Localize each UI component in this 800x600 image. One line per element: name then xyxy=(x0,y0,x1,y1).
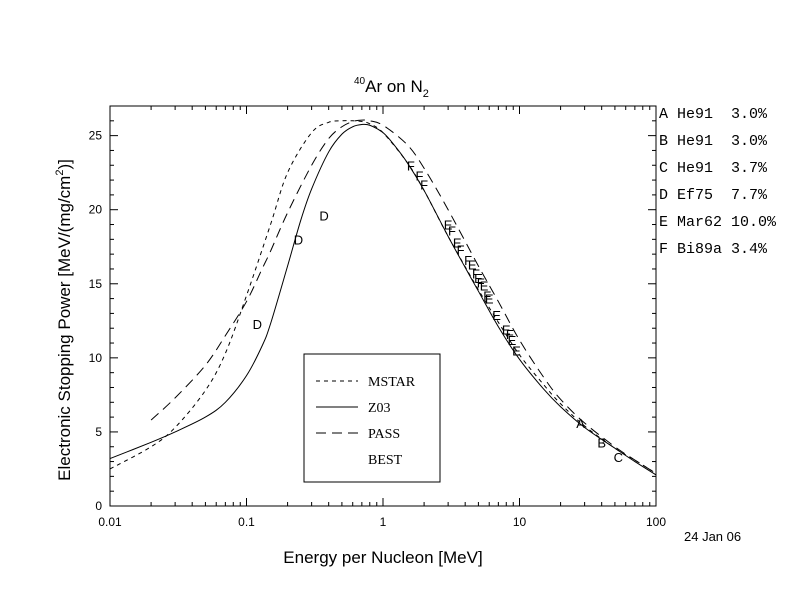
legend-box xyxy=(303,353,441,483)
data-point-f: F xyxy=(472,266,480,281)
y-axis-title: Electronic Stopping Power [MeV/(mg/cm2)] xyxy=(54,159,74,481)
source-item-e: E Mar62 10.0% xyxy=(659,214,777,231)
x-axis-title: Energy per Nucleon [MeV] xyxy=(283,548,482,567)
x-tick-label: 10 xyxy=(513,515,527,529)
y-tick-label: 10 xyxy=(89,351,103,365)
y-tick-label: 25 xyxy=(89,129,103,143)
data-point-e: E xyxy=(444,218,453,233)
data-point-e: E xyxy=(480,278,489,293)
data-point-e: E xyxy=(502,323,511,338)
series-line-z03 xyxy=(109,123,657,476)
legend: MSTAR Z03 PASS BEST xyxy=(303,353,441,483)
legend-label-mstar: MSTAR xyxy=(368,375,416,390)
data-point-e: E xyxy=(492,308,501,323)
y-axis-title-main: Electronic Stopping Power [MeV/(mg/cm xyxy=(55,176,74,481)
data-point-e: E xyxy=(474,271,483,286)
data-point-f: F xyxy=(457,243,465,258)
y-tick-label: 5 xyxy=(95,425,102,439)
data-point-f: F xyxy=(477,275,485,290)
data-point-a: A xyxy=(576,416,585,431)
data-point-f: F xyxy=(506,327,514,342)
data-point-e: E xyxy=(468,258,477,273)
x-tick-label: 0.01 xyxy=(98,515,122,529)
axes: 0.01 0.1 1 10 100 0 5 10 15 20 25 xyxy=(89,105,666,529)
date-stamp: 24 Jan 06 xyxy=(684,529,741,544)
series-line-pass xyxy=(150,119,657,474)
data-point-b: B xyxy=(597,435,606,450)
data-point-d: D xyxy=(253,317,262,332)
plot-area xyxy=(109,119,657,476)
source-list: A He91 3.0% B He91 3.0% C He91 3.7% D Ef… xyxy=(659,106,777,258)
data-point-f: F xyxy=(464,253,472,268)
source-item-c: C He91 3.7% xyxy=(659,160,768,177)
data-point-c: C xyxy=(614,450,623,465)
x-tick-label: 0.1 xyxy=(238,515,255,529)
data-point-f: F xyxy=(420,178,428,193)
chart-title-sub: 2 xyxy=(423,88,429,100)
chart-title-sup: 40 xyxy=(354,76,366,87)
data-point-e: E xyxy=(453,235,462,250)
x-tick-label: 1 xyxy=(380,515,387,529)
chart-title-main: Ar on N xyxy=(365,77,423,96)
data-point-d: D xyxy=(319,209,328,224)
data-point-f: F xyxy=(407,158,415,173)
legend-label-z03: Z03 xyxy=(368,401,391,416)
source-item-b: B He91 3.0% xyxy=(659,133,768,150)
x-tick-label: 100 xyxy=(646,515,666,529)
data-point-f: F xyxy=(415,169,423,184)
legend-label-best: BEST xyxy=(368,453,403,468)
y-tick-label: 15 xyxy=(89,277,103,291)
y-tick-label: 0 xyxy=(95,499,102,513)
series-line-mstar xyxy=(109,120,657,474)
data-point-f: F xyxy=(483,289,491,304)
source-item-a: A He91 3.0% xyxy=(659,106,768,123)
data-point-e: E xyxy=(512,343,521,358)
y-axis-title-tail: )] xyxy=(55,159,74,169)
data-point-e: E xyxy=(485,292,494,307)
data-point-e: E xyxy=(508,333,517,348)
y-axis-title-sup: 2 xyxy=(54,170,66,176)
legend-label-pass: PASS xyxy=(368,427,400,442)
source-item-d: D Ef75 7.7% xyxy=(659,187,768,204)
data-point-d: D xyxy=(294,232,303,247)
chart-title: 40Ar on N2 xyxy=(354,76,429,100)
source-item-f: F Bi89a 3.4% xyxy=(659,241,768,258)
data-point-f: F xyxy=(448,223,456,238)
y-tick-label: 20 xyxy=(89,203,103,217)
